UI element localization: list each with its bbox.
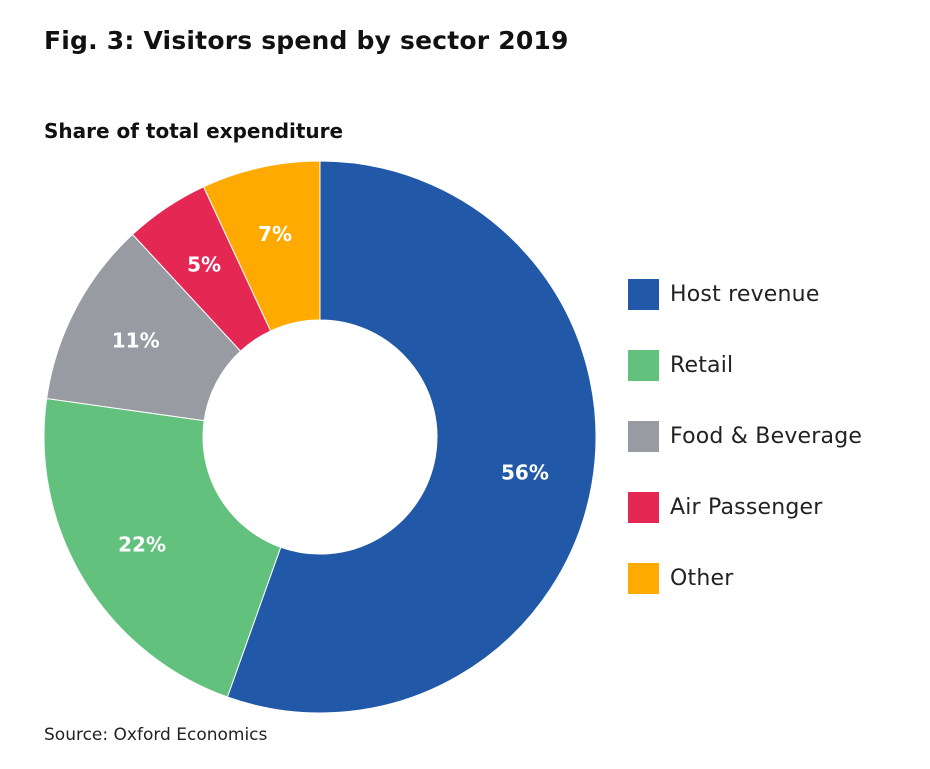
- slice-host-revenue: [226, 160, 597, 714]
- donut-slices: [43, 160, 597, 714]
- legend-item-food-and-beverage: Food & Beverage: [628, 420, 862, 452]
- slice-labels: 56% 22% 11% 5% 7%: [112, 222, 549, 557]
- slice-label-host-revenue: 56%: [501, 460, 549, 484]
- legend-item-retail: Retail: [628, 349, 733, 381]
- slice-food-and-beverage: [46, 233, 242, 422]
- slice-label-retail: 22%: [118, 533, 166, 557]
- slice-retail: [43, 397, 282, 698]
- legend-label: Host revenue: [670, 281, 820, 307]
- slice-label-food-and-beverage: 11%: [112, 329, 160, 353]
- slice-label-other: 7%: [258, 222, 292, 246]
- chart-title: Fig. 3: Visitors spend by sector 2019: [44, 26, 569, 55]
- legend-label: Food & Beverage: [670, 423, 863, 449]
- legend-label: Air Passenger: [670, 494, 823, 520]
- slice-label-air-passenger: 5%: [187, 252, 221, 276]
- legend-label: Other: [670, 565, 734, 591]
- legend-swatch: [628, 420, 659, 452]
- legend-item-host-revenue: Host revenue: [628, 278, 820, 310]
- legend-swatch: [628, 278, 659, 310]
- legend-swatch: [628, 562, 659, 594]
- legend-item-air-passenger: Air Passenger: [628, 491, 823, 523]
- legend-swatch: [628, 349, 659, 381]
- legend-item-other: Other: [628, 562, 733, 594]
- legend-swatch: [628, 491, 659, 523]
- chart-subtitle: Share of total expenditure: [44, 119, 344, 143]
- source-note: Source: Oxford Economics: [44, 725, 268, 745]
- slice-other: [202, 160, 321, 332]
- legend-label: Retail: [670, 352, 734, 378]
